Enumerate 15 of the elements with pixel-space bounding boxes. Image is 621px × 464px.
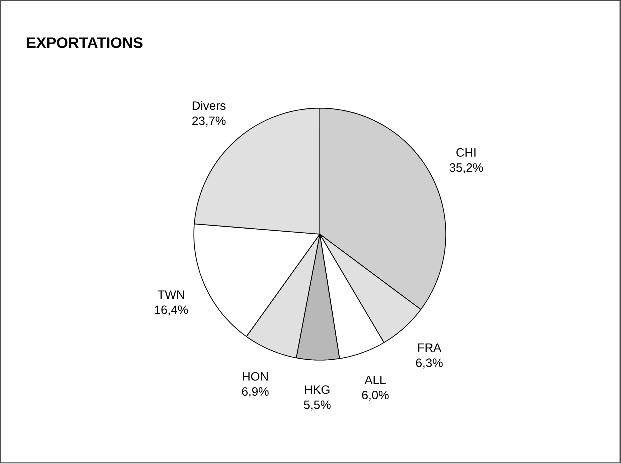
chart-title: EXPORTATIONS <box>27 38 143 48</box>
data-label: 6,3% <box>416 358 443 369</box>
slice-label: Divers <box>192 101 226 110</box>
data-label: 5,5% <box>304 400 331 411</box>
slice-label: TWN <box>158 290 184 300</box>
slice-label: CHI <box>456 148 476 158</box>
data-label: 35,2% <box>450 164 484 174</box>
slice-label: HON <box>243 372 268 382</box>
data-label: 23,7% <box>192 116 226 127</box>
slice-label: FRA <box>418 344 442 352</box>
data-label: 16,4% <box>155 306 188 316</box>
data-label: 6,9% <box>242 388 269 398</box>
slice-label: ALL <box>364 376 386 384</box>
slice-label: HKG <box>305 386 330 394</box>
data-label: 6,0% <box>362 391 389 402</box>
